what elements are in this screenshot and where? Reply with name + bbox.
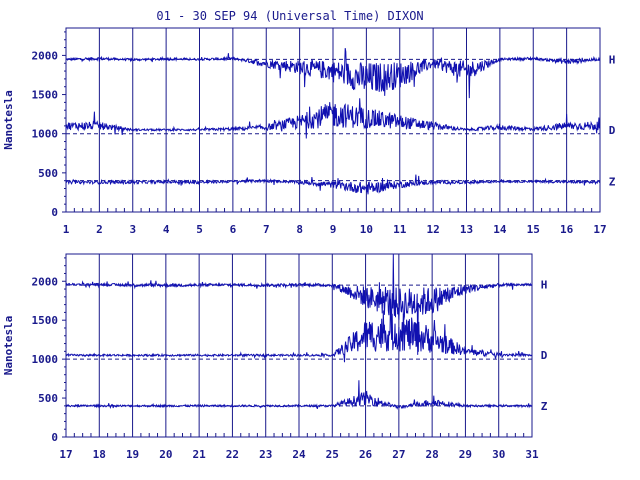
x-tick-label: 17 — [593, 223, 606, 236]
x-tick-label: 23 — [259, 448, 272, 461]
x-tick-label: 17 — [59, 448, 72, 461]
x-tick-label: 5 — [196, 223, 203, 236]
x-tick-label: 24 — [292, 448, 306, 461]
series-line-D — [65, 298, 533, 363]
y-tick-label: 500 — [38, 167, 58, 180]
y-axis-label: Nanotesla — [2, 316, 15, 376]
series-label-D: D — [609, 124, 616, 137]
x-tick-label: 18 — [93, 448, 106, 461]
x-tick-label: 26 — [359, 448, 373, 461]
chart-title: 01 - 30 SEP 94 (Universal Time) DIXON — [156, 9, 423, 23]
x-tick-label: 30 — [492, 448, 505, 461]
x-tick-label: 12 — [427, 223, 440, 236]
series-label-H: H — [541, 278, 548, 291]
y-tick-label: 1000 — [32, 353, 59, 366]
x-tick-label: 2 — [96, 223, 103, 236]
panel-bottom: 17 18 19 20 21 22 23 24 25 26 27 28 29 30 31 0 500 1000 15… — [2, 253, 548, 461]
y-tick-label: 2000 — [32, 275, 59, 288]
x-tick-label: 27 — [392, 448, 405, 461]
x-tick-label: 1 — [63, 223, 70, 236]
x-tick-label: 11 — [393, 223, 407, 236]
x-tick-label: 16 — [560, 223, 574, 236]
y-tick-label: 0 — [51, 206, 58, 219]
y-tick-label: 1500 — [32, 89, 59, 102]
x-tick-label: 19 — [126, 448, 139, 461]
x-tick-label: 31 — [525, 448, 539, 461]
series-line-H — [66, 48, 601, 99]
y-tick-label: 1000 — [32, 128, 59, 141]
y-tick-label: 0 — [51, 431, 58, 444]
chart-panels: 1 2 3 4 5 6 7 8 9 10 11 12 13 14 15 16 17050010001500200… — [2, 27, 616, 461]
series-label-Z: Z — [541, 400, 548, 413]
x-tick-label: 15 — [527, 223, 540, 236]
x-tick-label: 14 — [493, 223, 507, 236]
x-tick-label: 9 — [330, 223, 337, 236]
y-tick-label: 1500 — [32, 314, 59, 327]
y-tick-label: 2000 — [32, 49, 59, 62]
x-tick-label: 21 — [193, 448, 207, 461]
x-tick-label: 7 — [263, 223, 270, 236]
x-tick-label: 3 — [129, 223, 136, 236]
x-tick-label: 13 — [460, 223, 473, 236]
x-tick-label: 25 — [326, 448, 339, 461]
series-label-Z: Z — [609, 175, 616, 188]
series-line-D — [65, 98, 601, 139]
y-axis-label: Nanotesla — [2, 90, 15, 150]
x-tick-label: 8 — [296, 223, 303, 236]
series-label-H: H — [609, 53, 616, 66]
series-label-D: D — [541, 349, 548, 362]
x-tick-label: 4 — [163, 223, 170, 236]
series-line-Z — [65, 380, 533, 410]
x-tick-label: 29 — [459, 448, 472, 461]
series-line-Z — [65, 174, 601, 195]
x-tick-label: 22 — [226, 448, 239, 461]
x-tick-label: 6 — [230, 223, 237, 236]
x-tick-label: 20 — [159, 448, 172, 461]
x-tick-label: 28 — [426, 448, 439, 461]
y-tick-label: 500 — [38, 392, 58, 405]
x-tick-label: 10 — [360, 223, 373, 236]
panel-top: 1 2 3 4 5 6 7 8 9 10 11 12 13 14 15 16 17050010001500200… — [2, 27, 616, 236]
series-line-H — [65, 254, 533, 355]
